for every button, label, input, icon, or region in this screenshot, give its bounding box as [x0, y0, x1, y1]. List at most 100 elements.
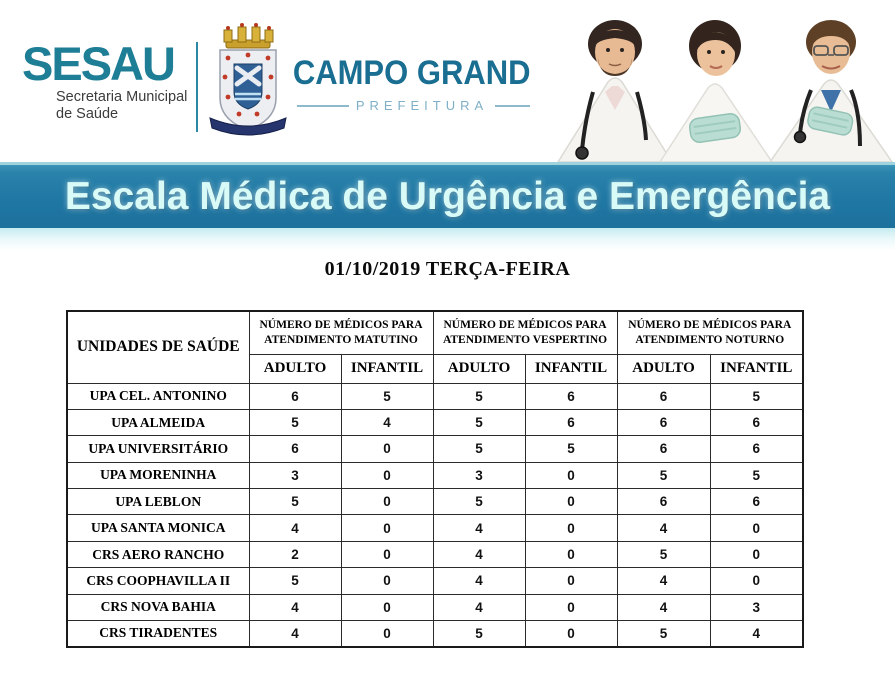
doctor-count-cell: 4 [248, 593, 342, 622]
schedule-table-wrap: UNIDADES DE SAÚDE NÚMERO DE MÉDICOS PARA… [66, 310, 805, 648]
schedule-date: 01/10/2019 TERÇA-FEIRA [324, 258, 571, 280]
doctor-count-cell: 6 [524, 382, 618, 410]
doctor-count-cell: 6 [616, 435, 711, 463]
table-row: UPA MORENINHA 3 0 3 0 5 5 [66, 461, 804, 490]
doctor-male-glasses [769, 20, 893, 162]
doctor-count-cell: 0 [524, 488, 618, 516]
subtitle-left-rule [296, 104, 349, 107]
table-row: CRS AERO RANCHO 2 0 4 0 5 0 [66, 540, 804, 569]
doctor-count-cell: 4 [616, 514, 711, 542]
doctor-count-cell: 5 [432, 620, 526, 648]
group-header-matutino: NÚMERO DE MÉDICOS PARA ATENDIMENTO MATUT… [248, 310, 434, 355]
doctor-count-cell: 0 [340, 593, 434, 622]
doctors-photo [530, 0, 895, 162]
doctor-count-cell: 6 [616, 408, 711, 437]
unit-name-cell: UPA LEBLON [66, 488, 250, 516]
table-row: UPA ALMEIDA 5 4 5 6 6 6 [66, 408, 804, 437]
doctor-count-cell: 5 [248, 408, 342, 437]
unit-name-cell: UPA SANTA MONICA [66, 514, 250, 542]
unit-name-cell: CRS COOPHAVILLA II [66, 567, 250, 595]
units-column-header: UNIDADES DE SAÚDE [66, 310, 250, 384]
table-row: UPA SANTA MONICA 4 0 4 0 4 0 [66, 514, 804, 542]
doctor-count-cell: 5 [709, 461, 804, 490]
doctor-count-cell: 5 [709, 382, 804, 410]
group-header-vespertino: NÚMERO DE MÉDICOS PARA ATENDIMENTO VESPE… [432, 310, 618, 355]
doctor-count-cell: 6 [616, 382, 711, 410]
table-row: UPA CEL. ANTONINO 6 5 5 6 6 5 [66, 382, 804, 410]
doctor-count-cell: 6 [709, 408, 804, 437]
doctor-count-cell: 0 [709, 567, 804, 595]
doctor-count-cell: 5 [616, 540, 711, 569]
doctor-count-cell: 5 [248, 567, 342, 595]
doctor-count-cell: 4 [616, 593, 711, 622]
doctor-count-cell: 4 [248, 620, 342, 648]
title-banner: Escala Médica de Urgência e Emergência [0, 162, 895, 228]
doctor-count-cell: 4 [432, 593, 526, 622]
doctor-count-cell: 0 [340, 567, 434, 595]
doctor-count-cell: 4 [432, 514, 526, 542]
doctor-female [659, 20, 773, 162]
sesau-subtitle-line1: Secretaria Municipal [56, 89, 188, 105]
doctor-count-cell: 5 [340, 382, 434, 410]
subtitle-right-rule [495, 104, 548, 107]
sesau-subtitle: Secretaria Municipal de Saúde [56, 89, 197, 122]
doctor-count-cell: 0 [524, 514, 618, 542]
unit-name-cell: CRS AERO RANCHO [66, 540, 250, 569]
doctor-count-cell: 5 [432, 408, 526, 437]
subheader-adulto: ADULTO [248, 353, 342, 384]
group-header-noturno: NÚMERO DE MÉDICOS PARA ATENDIMENTO NOTUR… [616, 310, 804, 355]
doctor-count-cell: 6 [524, 408, 618, 437]
doctor-count-cell: 3 [248, 461, 342, 490]
doctor-count-cell: 0 [524, 461, 618, 490]
banner-fade [0, 228, 895, 250]
doctor-count-cell: 6 [709, 435, 804, 463]
city-logo: CAMPO GRANDE PREFEITURA [292, 55, 552, 113]
sesau-logo: SESAU Secretaria Municipal de Saúde [22, 40, 197, 122]
doctor-count-cell: 0 [709, 514, 804, 542]
doctor-count-cell: 5 [432, 488, 526, 516]
doctor-count-cell: 5 [616, 461, 711, 490]
table-row: UPA UNIVERSITÁRIO 6 0 5 5 6 6 [66, 435, 804, 463]
table-row: CRS TIRADENTES 4 0 5 0 5 4 [66, 620, 804, 648]
doctor-count-cell: 6 [616, 488, 711, 516]
doctor-count-cell: 0 [340, 461, 434, 490]
unit-name-cell: UPA ALMEIDA [66, 408, 250, 437]
subheader-adulto: ADULTO [432, 353, 526, 384]
doctor-count-cell: 0 [340, 488, 434, 516]
doctor-count-cell: 3 [432, 461, 526, 490]
schedule-table: UNIDADES DE SAÚDE NÚMERO DE MÉDICOS PARA… [66, 310, 805, 648]
doctor-count-cell: 4 [248, 514, 342, 542]
schedule-table-body: UPA CEL. ANTONINO 6 5 5 6 6 5 UPA ALMEIDA 5 4 5 6 6 6… [66, 382, 804, 648]
doctor-count-cell: 5 [524, 435, 618, 463]
page-title: Escala Médica de Urgência e Emergência [64, 174, 831, 218]
subheader-infantil: INFANTIL [524, 353, 618, 384]
doctor-count-cell: 4 [432, 540, 526, 569]
doctor-count-cell: 5 [432, 382, 526, 410]
city-subtitle-row: PREFEITURA [292, 98, 552, 113]
city-subtitle: PREFEITURA [355, 98, 489, 113]
schedule-table-head: UNIDADES DE SAÚDE NÚMERO DE MÉDICOS PARA… [66, 310, 804, 384]
unit-name-cell: UPA MORENINHA [66, 461, 250, 490]
unit-name-cell: UPA UNIVERSITÁRIO [66, 435, 250, 463]
doctor-count-cell: 4 [616, 567, 711, 595]
doctor-count-cell: 0 [524, 593, 618, 622]
doctor-count-cell: 6 [248, 382, 342, 410]
doctor-count-cell: 0 [340, 620, 434, 648]
doctor-count-cell: 0 [524, 620, 618, 648]
sesau-subtitle-line2: de Saúde [56, 105, 119, 122]
doctor-count-cell: 5 [616, 620, 711, 648]
doctor-count-cell: 4 [709, 620, 804, 648]
doctor-count-cell: 0 [524, 567, 618, 595]
doctor-count-cell: 0 [340, 435, 434, 463]
unit-name-cell: UPA CEL. ANTONINO [66, 382, 250, 410]
doctor-count-cell: 0 [524, 540, 618, 569]
doctor-count-cell: 6 [709, 488, 804, 516]
doctor-count-cell: 5 [248, 488, 342, 516]
doctor-male-beard [557, 20, 673, 162]
doctor-count-cell: 4 [340, 408, 434, 437]
doctor-count-cell: 4 [432, 567, 526, 595]
subheader-infantil: INFANTIL [340, 353, 434, 384]
subheader-adulto: ADULTO [616, 353, 711, 384]
doctor-count-cell: 6 [248, 435, 342, 463]
